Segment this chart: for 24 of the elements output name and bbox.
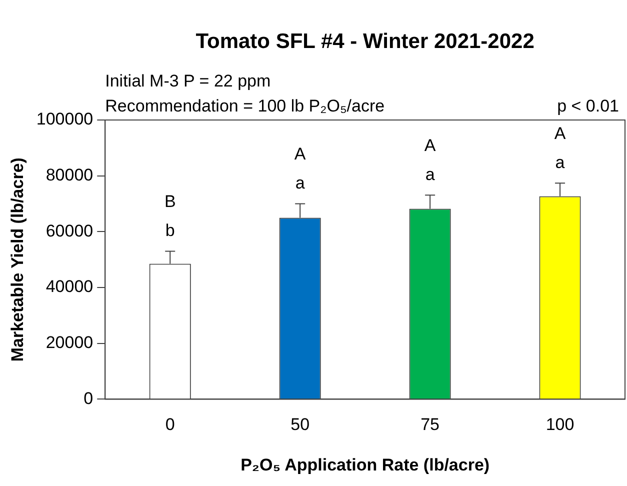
annotation: A	[424, 136, 436, 155]
y-tick-label: 100000	[36, 110, 94, 129]
x-tick-label: 50	[290, 415, 310, 434]
y-tick-label: 80000	[46, 166, 94, 185]
annotation: a	[295, 173, 306, 192]
chart-title: Tomato SFL #4 - Winter 2021-2022	[196, 30, 534, 53]
y-axis-title: Marketable Yield (lb/acre)	[8, 158, 27, 362]
y-tick-label: 40000	[46, 277, 94, 296]
text: p < 0.01	[557, 96, 619, 116]
x-axis-title: P₂O₅ Application Rate (lb/acre)	[240, 455, 490, 474]
annotation: B	[164, 192, 176, 211]
y-tick-label: 20000	[46, 333, 94, 352]
annotation: A	[554, 124, 566, 143]
y-tick-label: 0	[84, 388, 94, 408]
annotation: a	[425, 164, 436, 184]
x-tick-label: 100	[546, 415, 574, 434]
x-tick-label: 75	[420, 415, 440, 434]
annotation: a	[555, 152, 566, 172]
annotation: A	[294, 144, 306, 164]
text: Recommendation = 100 lb P₂O₅/acre	[105, 96, 385, 116]
x-tick-label: 0	[165, 415, 175, 434]
text: Initial M-3 P = 22 ppm	[105, 72, 271, 91]
annotation: b	[165, 220, 175, 240]
y-tick-label: 60000	[46, 221, 94, 240]
